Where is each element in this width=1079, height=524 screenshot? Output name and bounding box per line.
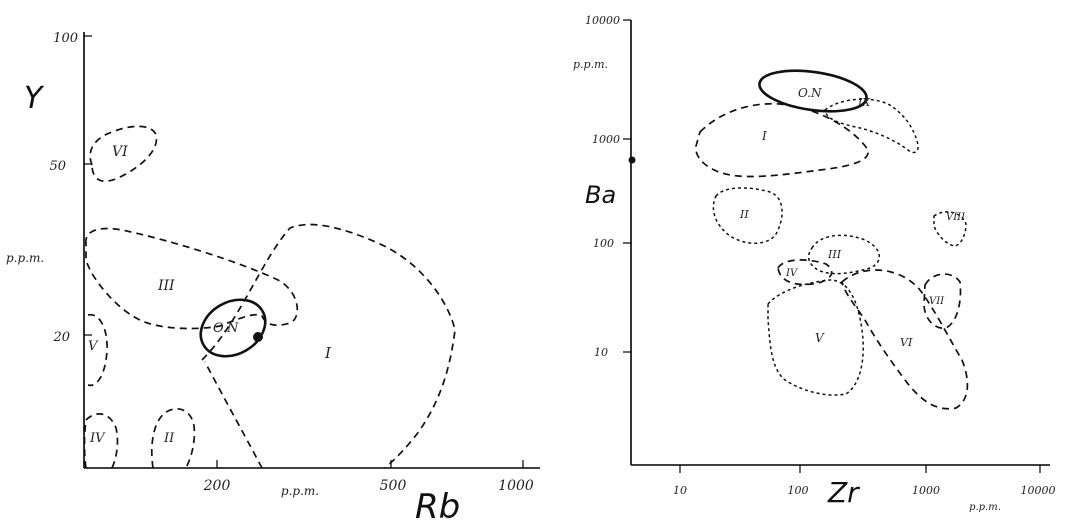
left-region-i-outline — [201, 223, 456, 469]
right-region-label-ix: IX — [857, 96, 871, 109]
left-x-tick-label-200: 200 — [203, 478, 231, 494]
right-region-iii-outline — [807, 234, 880, 275]
left-plot: 100 50 20 200 500 1000 Y p.p.m. p.p.m. R… — [6, 31, 540, 524]
right-region-label-ii: II — [739, 208, 749, 221]
right-region-iv-outline — [777, 259, 833, 286]
left-region-label-ii: II — [163, 431, 175, 446]
right-region-vii-outline — [923, 273, 962, 329]
left-region-label-i: I — [324, 344, 332, 362]
left-x-tick-label-1000: 1000 — [498, 478, 534, 494]
left-x-tick-label-500: 500 — [380, 478, 407, 494]
right-y-unit-label: p.p.m. — [573, 58, 608, 71]
left-region-label-iii: III — [157, 278, 175, 294]
left-region-iii-outline — [85, 227, 299, 330]
right-region-label-iv: IV — [785, 268, 799, 279]
left-y-tick-label-50: 50 — [49, 159, 66, 174]
left-x-unit-label: p.p.m. — [281, 484, 319, 498]
right-y-axis-label: Ba — [585, 181, 616, 209]
left-y-axis-label: Y — [24, 81, 45, 116]
right-y-tick-label-1000: 1000 — [592, 133, 620, 146]
right-region-ii-outline — [712, 187, 783, 244]
right-region-ix-outline — [824, 98, 919, 154]
right-region-label-vii: VII — [929, 296, 945, 307]
left-y-tick-label-100: 100 — [53, 31, 78, 46]
left-region-label-v: V — [88, 339, 99, 354]
right-region-label-on: O.N — [798, 86, 822, 100]
left-region-on-outline — [199, 298, 267, 358]
left-region-label-iv: IV — [89, 431, 106, 446]
right-plot: 10000 1000 100 10 10 100 1000 10000 p.p.… — [573, 14, 1056, 513]
right-x-tick-label-100: 100 — [788, 484, 809, 497]
left-region-label-on: O.N — [213, 321, 239, 336]
right-region-vi-outline — [841, 269, 969, 410]
right-region-label-v: V — [815, 331, 825, 345]
right-y-tick-label-10000: 10000 — [585, 14, 620, 27]
right-x-unit-label: p.p.m. — [969, 502, 1001, 513]
right-region-label-viii: VIII — [946, 212, 966, 223]
left-region-iv-outline — [83, 413, 119, 469]
left-region-vi-outline — [89, 125, 158, 183]
right-x-tick-label-1000: 1000 — [912, 484, 940, 497]
right-x-tick-label-10: 10 — [673, 484, 687, 497]
right-y-tick-label-10: 10 — [594, 346, 608, 359]
right-y-tick-label-100: 100 — [593, 237, 614, 250]
right-region-i-outline — [695, 102, 869, 178]
right-region-on-outline — [758, 69, 868, 113]
left-x-axis-label: Rb — [415, 487, 460, 524]
left-region-label-vi: VI — [112, 144, 128, 160]
right-x-tick-label-10000: 10000 — [1021, 484, 1056, 497]
left-region-ii-outline — [150, 407, 196, 469]
right-region-label-iii: III — [827, 248, 842, 261]
left-y-unit-label: p.p.m. — [6, 251, 44, 265]
right-region-v-outline — [767, 279, 864, 396]
left-y-tick-label-20: 20 — [52, 330, 70, 345]
right-region-label-vi: VI — [900, 336, 913, 349]
right-data-point — [628, 156, 636, 164]
right-region-label-i: I — [761, 129, 767, 143]
left-data-point — [253, 332, 263, 342]
right-region-viii-outline — [933, 211, 967, 247]
right-x-axis-label: Zr — [827, 476, 860, 509]
